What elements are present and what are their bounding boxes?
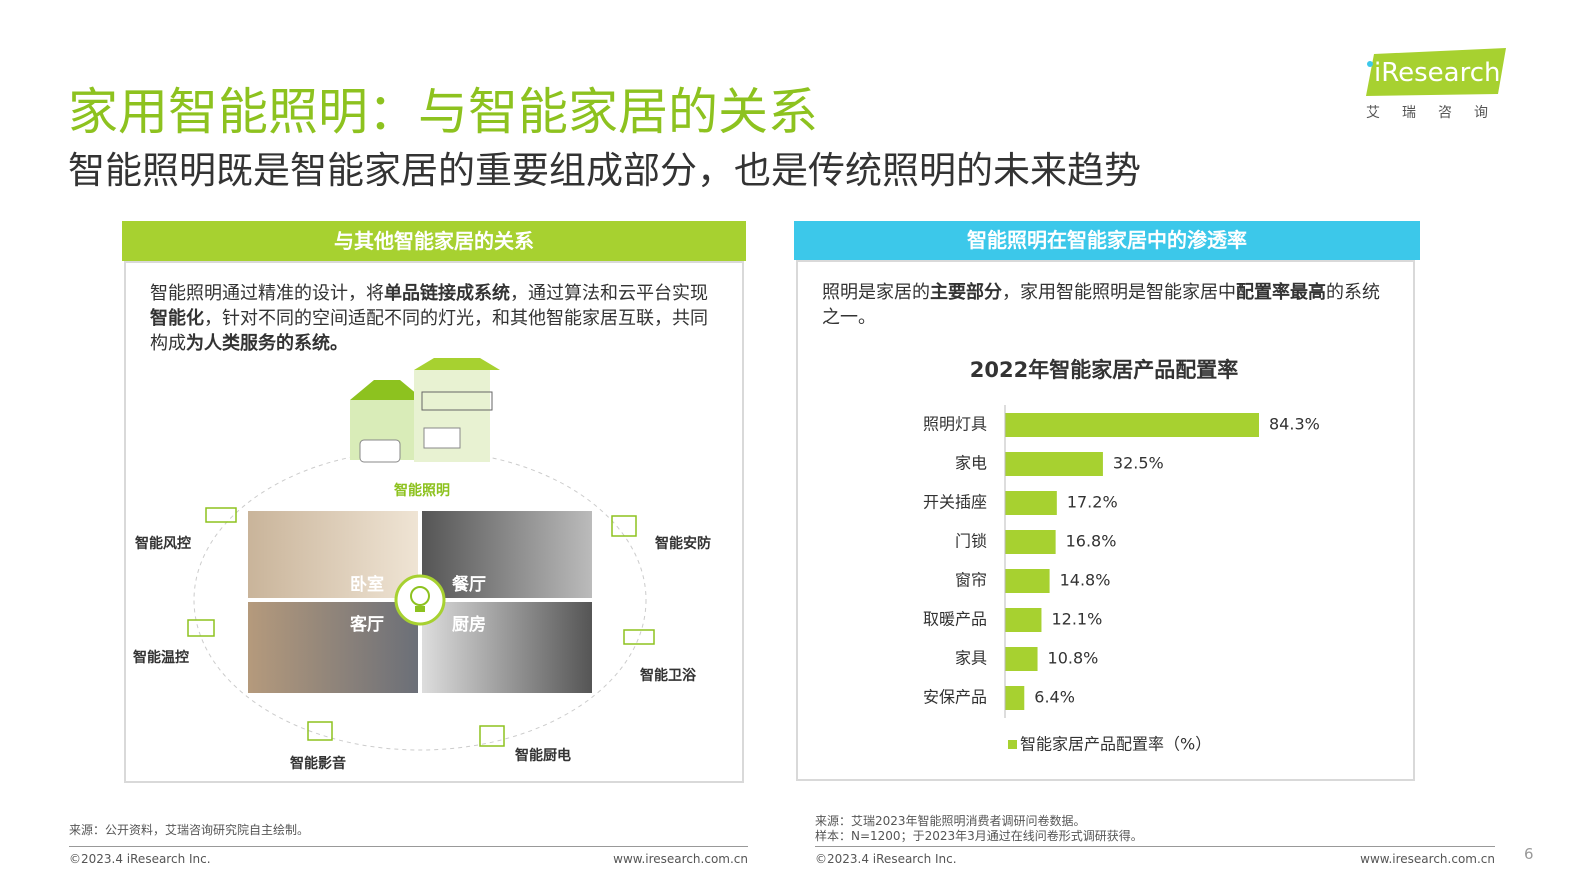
value-label: 16.8%	[1066, 532, 1117, 551]
value-label: 84.3%	[1269, 415, 1320, 434]
panel-text: 智能照明通过精准的设计，将单品链接成系统，通过算法和云平台实现智能化，针对不同的…	[150, 281, 725, 356]
panel-title: 智能照明在智能家居中的渗透率	[794, 221, 1420, 260]
url: www.iresearch.com.cn	[613, 852, 748, 866]
device-label: 智能影音	[290, 756, 346, 772]
panel-box	[124, 261, 744, 783]
category-label: 家具	[955, 649, 987, 668]
text-run: 主要部分	[930, 282, 1002, 303]
source: 样本：N=1200；于2023年3月通过在线问卷形式调研获得。	[815, 829, 1143, 843]
value-label: 14.8%	[1060, 571, 1111, 590]
value-label: 12.1%	[1051, 610, 1102, 629]
category-label: 家电	[955, 454, 987, 473]
url: www.iresearch.com.cn	[1360, 852, 1495, 866]
device-label: 智能卫浴	[640, 668, 696, 684]
bar	[1005, 413, 1259, 437]
logo-shape	[1366, 48, 1506, 96]
room-label: 客厅	[350, 615, 384, 635]
device-label: 智能厨电	[515, 748, 571, 764]
copyright: ©2023.4 iResearch Inc.	[815, 852, 957, 866]
diagram	[187, 358, 655, 751]
text-run: ，家用智能照明是智能家居中	[1002, 282, 1236, 303]
value-label: 32.5%	[1113, 454, 1164, 473]
panel-title: 与其他智能家居的关系	[122, 221, 746, 261]
bar	[1005, 608, 1042, 632]
text-run: 智能照明通过精准的设计，将	[150, 283, 384, 304]
text-run: ，针对不同的空间适配不同的灯光，和其他智能家居互联，共同构成	[150, 308, 708, 354]
source: 来源：公开资料，艾瑞咨询研究院自主绘制。	[69, 823, 310, 837]
copyright: ©2023.4 iResearch Inc.	[69, 852, 211, 866]
value-label: 17.2%	[1067, 493, 1118, 512]
bar	[1005, 686, 1025, 710]
category-label: 开关插座	[923, 493, 987, 512]
room-label: 餐厅	[452, 575, 486, 595]
page-number: 6	[1524, 845, 1534, 863]
category-label: 门锁	[955, 532, 987, 551]
text-run: ，通过算法和云平台实现	[510, 283, 708, 304]
text-run: 配置率最高	[1236, 282, 1326, 303]
text-run: 照明是家居的	[822, 282, 930, 303]
text-run: 智能化	[150, 308, 204, 329]
subtitle: 智能照明既是智能家居的重要组成部分，也是传统照明的未来趋势	[68, 149, 1141, 192]
device-label: 智能温控	[133, 650, 189, 666]
chart: 2022年智能家居产品配置率 照明灯具 84.3% 家电 32.5% 开关插座 17.2%…	[923, 358, 1320, 754]
diagram-center: 智能照明	[394, 483, 450, 499]
room-label: 卧室	[350, 575, 384, 595]
panel-text: 照明是家居的主要部分，家用智能照明是智能家居中配置率最高的系统之一。	[822, 280, 1397, 330]
source: 来源：艾瑞2023年智能照明消费者调研问卷数据。	[815, 814, 1086, 828]
text-run: 单品链接成系统	[384, 283, 510, 304]
device-label: 智能安防	[655, 536, 711, 552]
value-label: 10.8%	[1048, 649, 1099, 668]
room-label: 厨房	[452, 615, 486, 635]
value-label: 6.4%	[1034, 688, 1075, 707]
bar	[1005, 647, 1038, 671]
divider	[815, 846, 1495, 847]
logo-sub: 艾瑞咨询	[1366, 105, 1510, 121]
category-label: 照明灯具	[923, 415, 987, 434]
title: 家用智能照明：与智能家居的关系	[68, 83, 818, 141]
device-label: 智能风控	[135, 536, 191, 552]
bar	[1005, 452, 1103, 476]
chart-title: 2022年智能家居产品配置率	[970, 358, 1238, 382]
bar	[1005, 569, 1050, 593]
category-label: 窗帘	[955, 571, 987, 590]
legend-label: 智能家居产品配置率（%）	[1020, 735, 1211, 754]
category-label: 取暖产品	[923, 610, 987, 629]
bar	[1005, 491, 1057, 515]
bar	[1005, 530, 1056, 554]
logo: iResearch	[1374, 58, 1501, 88]
category-label: 安保产品	[923, 688, 987, 707]
legend-swatch	[1008, 740, 1017, 749]
panel-box	[796, 260, 1415, 781]
text-run: 的系统之一。	[822, 282, 1380, 328]
divider	[69, 846, 748, 847]
text-run: 为人类服务的系统。	[186, 333, 348, 354]
